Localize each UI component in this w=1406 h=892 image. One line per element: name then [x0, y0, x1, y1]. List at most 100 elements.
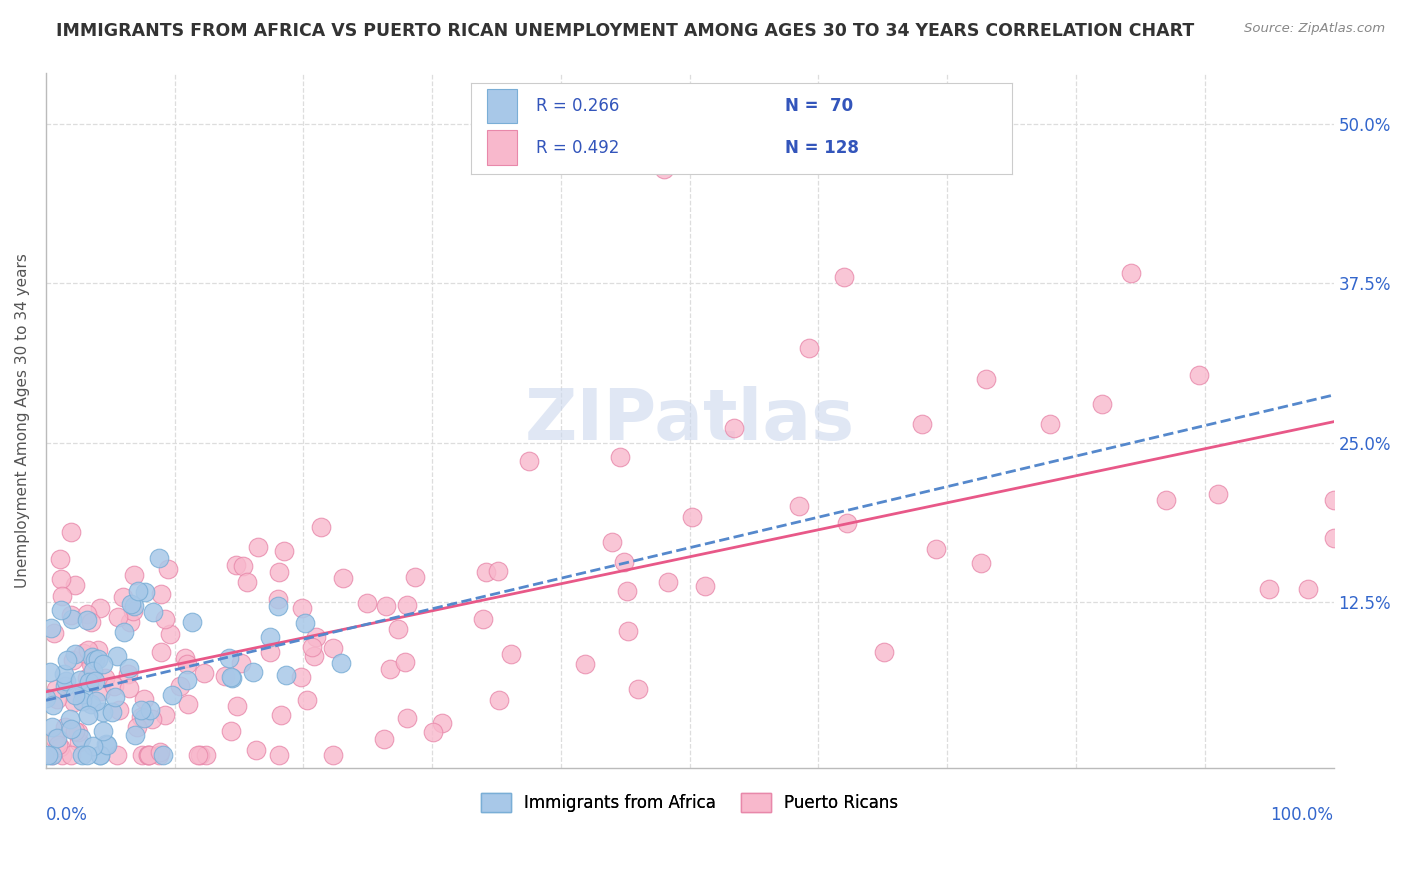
Point — [232, 558, 254, 573]
Point — [332, 571, 354, 585]
Point — [723, 421, 745, 435]
Point — [84, 694, 107, 708]
Point — [652, 161, 675, 176]
Point — [45, 682, 67, 697]
Point — [82, 664, 104, 678]
Point — [80, 615, 103, 629]
Point — [273, 543, 295, 558]
Point — [49, 572, 72, 586]
Point — [835, 516, 858, 530]
Point — [62, 653, 84, 667]
Point — [42, 625, 65, 640]
Point — [148, 550, 170, 565]
Point — [124, 728, 146, 742]
Point — [76, 607, 98, 621]
Point — [387, 622, 409, 636]
Point — [266, 599, 288, 614]
Point — [924, 542, 946, 557]
Point — [42, 698, 65, 713]
Point — [267, 591, 290, 606]
Point — [221, 671, 243, 685]
Point — [104, 690, 127, 704]
Point — [76, 643, 98, 657]
Point — [72, 646, 94, 660]
Point — [96, 739, 118, 753]
Point — [219, 670, 242, 684]
Point — [41, 747, 63, 762]
Point — [111, 590, 134, 604]
Point — [160, 689, 183, 703]
Text: Source: ZipAtlas.com: Source: ZipAtlas.com — [1244, 22, 1385, 36]
Point — [91, 705, 114, 719]
Point — [276, 668, 298, 682]
Point — [356, 596, 378, 610]
Point — [1258, 582, 1281, 597]
Point — [120, 598, 142, 612]
Point — [136, 747, 159, 762]
Point — [141, 712, 163, 726]
Point — [122, 604, 145, 618]
Point — [87, 652, 110, 666]
Point — [139, 703, 162, 717]
Point — [134, 710, 156, 724]
Point — [486, 564, 509, 578]
Point — [83, 653, 105, 667]
Point — [291, 600, 314, 615]
Point — [394, 655, 416, 669]
Point — [100, 706, 122, 720]
Point — [150, 587, 173, 601]
Point — [70, 694, 93, 708]
Text: 0.0%: 0.0% — [46, 805, 87, 824]
Point — [49, 739, 72, 754]
Point — [157, 562, 180, 576]
Point — [55, 653, 77, 667]
Point — [269, 566, 291, 580]
Point — [155, 612, 177, 626]
Point — [63, 688, 86, 702]
Point — [51, 747, 73, 762]
Point — [322, 747, 344, 762]
Point — [396, 599, 419, 613]
Point — [245, 742, 267, 756]
Point — [127, 583, 149, 598]
Point — [150, 645, 173, 659]
Point — [247, 541, 270, 555]
Point — [39, 665, 62, 680]
Point — [122, 567, 145, 582]
Point — [609, 450, 631, 464]
Point — [76, 613, 98, 627]
Point — [186, 747, 208, 762]
Point — [305, 630, 328, 644]
Text: IMMIGRANTS FROM AFRICA VS PUERTO RICAN UNEMPLOYMENT AMONG AGES 30 TO 34 YEARS CO: IMMIGRANTS FROM AFRICA VS PUERTO RICAN U… — [56, 22, 1195, 40]
Point — [269, 747, 291, 762]
Point — [322, 641, 344, 656]
Point — [214, 669, 236, 683]
Point — [59, 608, 82, 623]
Point — [1121, 266, 1143, 280]
Point — [1206, 486, 1229, 500]
Point — [574, 657, 596, 672]
Point — [474, 566, 496, 580]
Point — [72, 687, 94, 701]
Point — [131, 703, 153, 717]
Point — [53, 720, 76, 734]
Point — [129, 710, 152, 724]
Point — [159, 627, 181, 641]
Point — [517, 453, 540, 467]
Point — [105, 648, 128, 663]
Point — [76, 747, 98, 762]
Point — [309, 520, 332, 534]
Point — [1322, 531, 1344, 545]
Point — [63, 647, 86, 661]
Point — [37, 747, 59, 762]
Point — [1039, 417, 1062, 431]
Point — [59, 524, 82, 539]
Point — [138, 747, 160, 762]
Point — [59, 747, 82, 762]
Point — [122, 599, 145, 613]
Point — [873, 645, 896, 659]
Point — [177, 697, 200, 711]
Point — [1091, 397, 1114, 411]
Point — [432, 716, 454, 731]
Point — [236, 574, 259, 589]
